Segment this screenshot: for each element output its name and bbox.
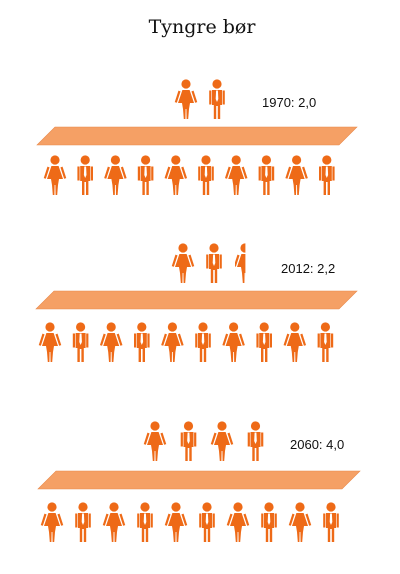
base-figure [134,322,150,362]
label-1970: 1970: 2,0 [262,95,316,110]
base-figure [285,155,308,195]
group-2060: 2060: 4,0 [37,421,361,542]
plank-1970 [36,126,358,146]
top-figure [180,421,197,461]
base-figure [199,502,215,542]
base-figure [102,502,126,542]
base-figure [137,155,154,195]
top-figures-2060 [143,421,264,461]
base-figure [198,155,214,195]
base-figure [164,502,188,542]
group-1970: 1970: 2,0 [36,79,358,195]
base-figure [317,322,334,362]
plank-2060 [37,470,361,490]
base-figure [224,155,248,195]
base-figures-2060 [40,502,339,542]
base-figures-1970 [43,155,335,195]
base-figure [72,322,89,362]
top-figure [174,79,198,119]
base-figure [258,155,275,195]
base-figure [99,322,123,362]
base-figure [75,502,91,542]
top-figure [171,243,195,283]
base-figures-2012 [38,322,334,362]
base-figure [38,322,62,362]
top-figures-2012 [171,243,246,283]
top-figure [206,243,222,283]
base-figure [43,155,67,195]
base-figure [77,155,93,195]
plank-2012 [35,290,358,310]
base-figure [323,502,339,542]
base-figure [226,502,250,542]
base-figure [261,502,277,542]
label-2012: 2012: 2,2 [281,261,335,276]
base-figure [319,155,335,195]
base-figure [256,322,272,362]
base-figure [161,322,184,362]
base-figure [283,322,307,362]
base-figure [288,502,312,542]
top-figure [210,421,234,461]
base-figure [137,502,153,542]
base-figure [222,322,245,362]
top-figures-1970 [174,79,225,119]
top-figure [247,421,264,461]
group-2012: 2012: 2,2 [35,243,358,362]
chart-title: Tyngre bør [149,16,257,38]
top-figure-partial [235,243,246,283]
label-2060: 2060: 4,0 [290,437,344,452]
top-figure [143,421,167,461]
base-figure [195,322,211,362]
base-figure [104,155,127,195]
top-figure [209,79,225,119]
base-figure [40,502,64,542]
base-figure [164,155,188,195]
